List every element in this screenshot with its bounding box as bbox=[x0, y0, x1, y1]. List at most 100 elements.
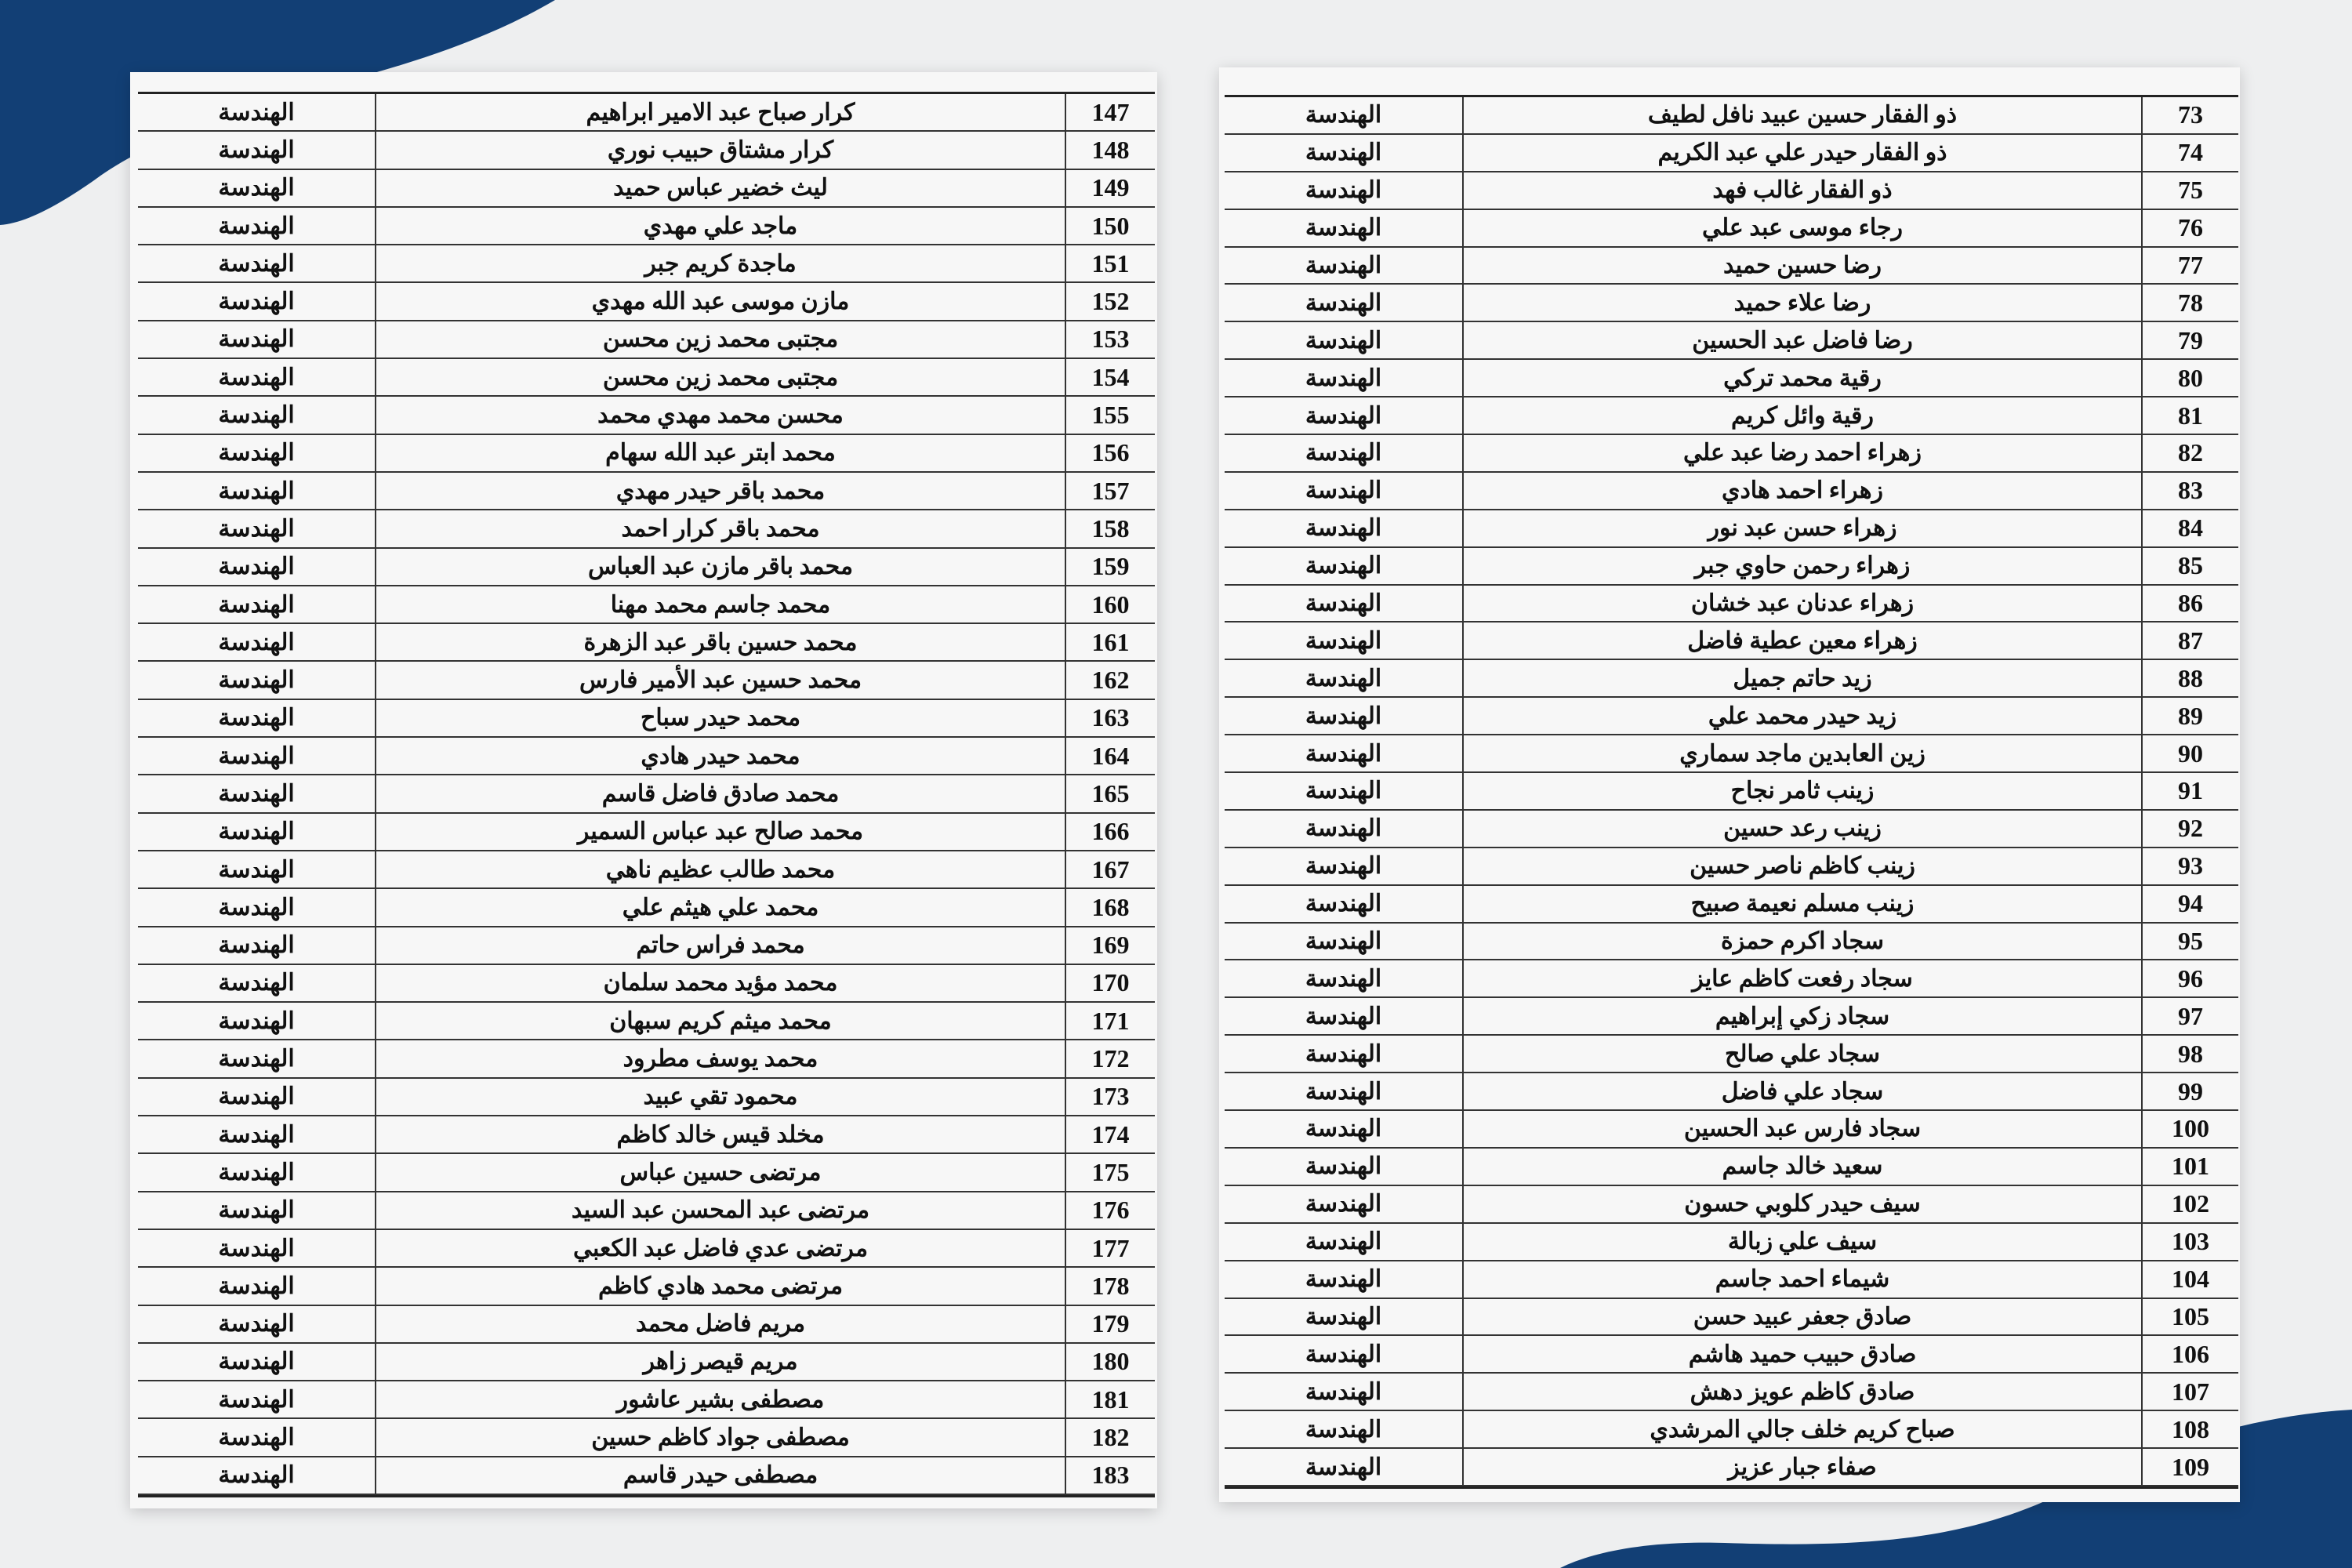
row-number: 162 bbox=[1065, 662, 1155, 699]
table-row: 152 مازن موسى عبد الله مهدي الهندسة bbox=[138, 283, 1155, 321]
row-number: 75 bbox=[2141, 172, 2238, 209]
department: الهندسة bbox=[1305, 627, 1382, 654]
student-name: محمد فراس حاتم bbox=[375, 927, 1065, 964]
row-number: 169 bbox=[1065, 927, 1155, 964]
department: الهندسة bbox=[1305, 590, 1382, 617]
department: الهندسة bbox=[1305, 1153, 1382, 1180]
student-name: صادق جعفر عبيد حسن bbox=[1462, 1298, 2141, 1335]
student-name: محسن محمد مهدي محمد bbox=[375, 397, 1065, 434]
student-name: زين العابدين ماجد سماري bbox=[1462, 735, 2141, 772]
student-name: رضا علاء حميد bbox=[1462, 285, 2141, 321]
table-row: 108 صباح كريم خلف جالي المرشدي الهندسة bbox=[1225, 1411, 2238, 1450]
department: الهندسة bbox=[218, 136, 295, 163]
table-row: 85 زهراء رحمن حاوي جبر الهندسة bbox=[1225, 547, 2238, 586]
table-row: 90 زين العابدين ماجد سماري الهندسة bbox=[1225, 735, 2238, 774]
table-row: 105 صادق جعفر عبيد حسن الهندسة bbox=[1225, 1298, 2238, 1337]
student-name: ذو الفقار حيدر علي عبد الكريم bbox=[1462, 134, 2141, 171]
student-name: مازن موسى عبد الله مهدي bbox=[375, 283, 1065, 320]
department: الهندسة bbox=[218, 1311, 295, 1338]
department: الهندسة bbox=[1305, 1266, 1382, 1293]
table-row: 153 مجتبى محمد زين محسن الهندسة bbox=[138, 321, 1155, 360]
row-number: 84 bbox=[2141, 510, 2238, 546]
table-row: 81 رقية وائل كريم الهندسة bbox=[1225, 397, 2238, 436]
department: الهندسة bbox=[1305, 965, 1382, 992]
row-number: 153 bbox=[1065, 321, 1155, 358]
student-name: سيف حيدر كلوبي حسون bbox=[1462, 1185, 2141, 1222]
department: الهندسة bbox=[1305, 1378, 1382, 1405]
department: الهندسة bbox=[1305, 1341, 1382, 1367]
table-row: 74 ذو الفقار حيدر علي عبد الكريم الهندسة bbox=[1225, 134, 2238, 172]
table-row: 104 شيماء احمد جاسم الهندسة bbox=[1225, 1261, 2238, 1299]
department: الهندسة bbox=[218, 1046, 295, 1073]
department: الهندسة bbox=[218, 289, 295, 315]
table-row: 178 مرتضى محمد هادي كاظم الهندسة bbox=[138, 1268, 1155, 1306]
table-row: 163 محمد حيدر سباح الهندسة bbox=[138, 699, 1155, 739]
student-name: زينب كاظم ناصر حسين bbox=[1462, 848, 2141, 884]
row-number: 156 bbox=[1065, 434, 1155, 471]
student-name: محمد حسين باقر عبد الزهرة bbox=[375, 624, 1065, 661]
department: الهندسة bbox=[218, 554, 295, 580]
table-row: 80 رقية محمد تركي الهندسة bbox=[1225, 360, 2238, 398]
row-number: 87 bbox=[2141, 622, 2238, 659]
table-row: 75 ذو الفقار غالب فهد الهندسة bbox=[1225, 172, 2238, 210]
student-name: محمد مؤيد محمد سلمان bbox=[375, 964, 1065, 1002]
row-number: 171 bbox=[1065, 1003, 1155, 1040]
table-row: 95 سجاد اكرم حمزة الهندسة bbox=[1225, 923, 2238, 961]
table-row: 97 سجاد زكي إبراهيم الهندسة bbox=[1225, 998, 2238, 1036]
student-name: مرتضى حسين عباس bbox=[375, 1154, 1065, 1191]
table-row: 149 ليث خضير عباس حميد الهندسة bbox=[138, 169, 1155, 208]
department: الهندسة bbox=[218, 818, 295, 845]
student-name: كرار مشتاق حبيب نوري bbox=[375, 132, 1065, 169]
department: الهندسة bbox=[1305, 215, 1382, 241]
row-number: 85 bbox=[2141, 547, 2238, 584]
row-number: 92 bbox=[2141, 810, 2238, 847]
row-number: 160 bbox=[1065, 586, 1155, 623]
department: الهندسة bbox=[1305, 740, 1382, 767]
row-number: 176 bbox=[1065, 1192, 1155, 1229]
row-number: 73 bbox=[2141, 97, 2238, 133]
table-row: 101 سعيد خالد جاسم الهندسة bbox=[1225, 1148, 2238, 1186]
student-name: سجاد زكي إبراهيم bbox=[1462, 998, 2141, 1035]
table-row: 83 زهراء احمد هادي الهندسة bbox=[1225, 472, 2238, 510]
student-name: صادق كاظم عويز دهش bbox=[1462, 1374, 2141, 1410]
row-number: 82 bbox=[2141, 435, 2238, 471]
student-name: مرتضى محمد هادي كاظم bbox=[375, 1268, 1065, 1305]
row-number: 94 bbox=[2141, 885, 2238, 922]
department: الهندسة bbox=[1305, 440, 1382, 466]
row-number: 97 bbox=[2141, 998, 2238, 1035]
student-name: مرتضى عبد المحسن عبد السيد bbox=[375, 1192, 1065, 1229]
table-row: 76 رجاء موسى عبد علي الهندسة bbox=[1225, 209, 2238, 248]
department: الهندسة bbox=[218, 440, 295, 466]
row-number: 106 bbox=[2141, 1336, 2238, 1373]
row-number: 80 bbox=[2141, 360, 2238, 397]
department: الهندسة bbox=[1305, 140, 1382, 166]
department: الهندسة bbox=[1305, 853, 1382, 880]
department: الهندسة bbox=[218, 1083, 295, 1110]
table-row: 161 محمد حسين باقر عبد الزهرة الهندسة bbox=[138, 624, 1155, 662]
blue-shape-bottom bbox=[1560, 1410, 2352, 1568]
row-number: 89 bbox=[2141, 698, 2238, 735]
department: الهندسة bbox=[218, 99, 295, 125]
department: الهندسة bbox=[1305, 1229, 1382, 1255]
student-name: محمد باقر كرار احمد bbox=[375, 510, 1065, 547]
table-row: 180 مريم قيصر زاهر الهندسة bbox=[138, 1343, 1155, 1382]
table-row: 170 محمد مؤيد محمد سلمان الهندسة bbox=[138, 964, 1155, 1004]
sheet-right bbox=[1219, 67, 2240, 1502]
department: الهندسة bbox=[1305, 1078, 1382, 1105]
row-number: 96 bbox=[2141, 960, 2238, 997]
row-number: 178 bbox=[1065, 1268, 1155, 1305]
student-name: زهراء عدنان عبد خشان bbox=[1462, 585, 2141, 622]
row-number: 149 bbox=[1065, 169, 1155, 206]
student-name: مريم فاضل محمد bbox=[375, 1305, 1065, 1342]
table-row: 102 سيف حيدر كلوبي حسون الهندسة bbox=[1225, 1185, 2238, 1224]
student-name: مجتبى محمد زين محسن bbox=[375, 359, 1065, 396]
table-row: 73 ذو الفقار حسين عبيد نافل لطيف الهندسة bbox=[1225, 97, 2238, 135]
department: الهندسة bbox=[1305, 102, 1382, 129]
department: الهندسة bbox=[218, 1348, 295, 1375]
department: الهندسة bbox=[1305, 891, 1382, 917]
student-name: محمد صالح عبد عباس السمير bbox=[375, 813, 1065, 850]
department: الهندسة bbox=[218, 894, 295, 920]
department: الهندسة bbox=[1305, 1116, 1382, 1142]
